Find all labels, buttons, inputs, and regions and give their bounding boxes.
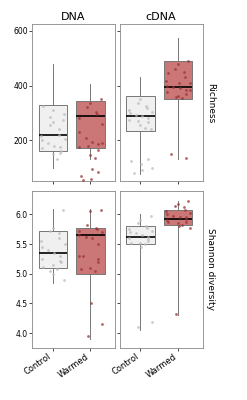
Bar [126,96,155,131]
Bar [164,61,192,99]
Bar [164,210,192,225]
Bar [39,105,67,151]
Bar [39,231,67,268]
Text: Shannon diversity: Shannon diversity [206,228,215,310]
Bar [126,226,155,244]
Bar [76,100,105,148]
Bar [76,228,105,274]
Title: cDNA: cDNA [146,12,177,22]
Text: Richness: Richness [206,82,215,123]
Title: DNA: DNA [61,12,86,22]
